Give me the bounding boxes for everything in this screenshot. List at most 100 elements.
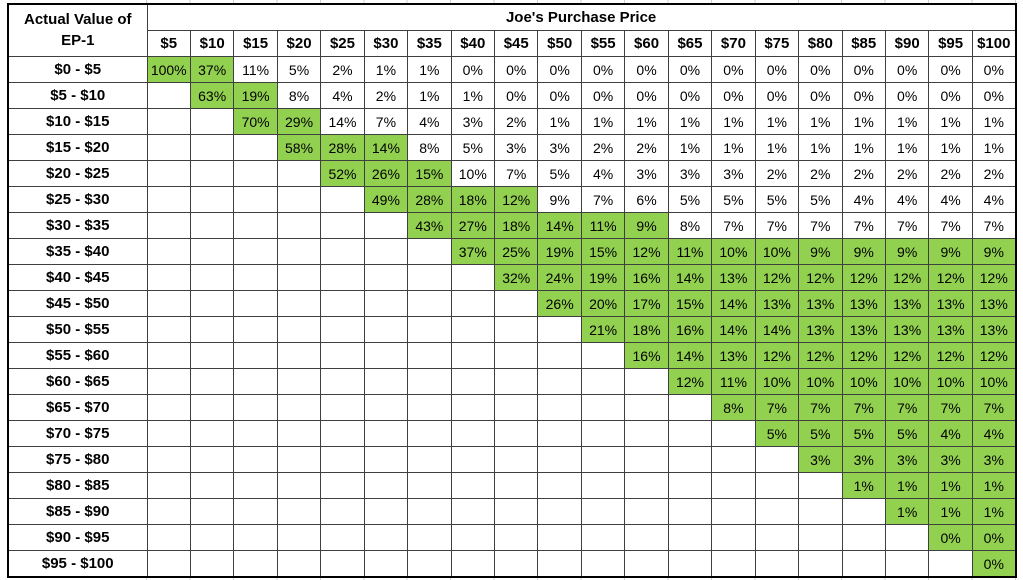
row-header[interactable]: $0 - $5: [7, 56, 148, 83]
probability-cell[interactable]: 100%: [146, 56, 191, 83]
probability-cell[interactable]: 1%: [928, 498, 973, 525]
probability-cell[interactable]: 7%: [884, 394, 930, 421]
empty-cell[interactable]: [798, 498, 843, 525]
row-header[interactable]: $55 - $60: [7, 342, 148, 369]
probability-cell[interactable]: 1%: [798, 108, 843, 135]
row-header[interactable]: $40 - $45: [7, 264, 148, 291]
probability-cell[interactable]: 7%: [363, 108, 409, 135]
probability-cell[interactable]: 18%: [450, 186, 496, 213]
probability-cell[interactable]: 26%: [537, 290, 582, 317]
probability-cell[interactable]: 52%: [320, 160, 365, 187]
empty-cell[interactable]: [580, 394, 626, 421]
probability-cell[interactable]: 3%: [841, 446, 886, 473]
row-header[interactable]: $95 - $100: [7, 550, 148, 578]
probability-cell[interactable]: 9%: [798, 238, 843, 265]
probability-cell[interactable]: 10%: [798, 368, 843, 395]
probability-cell[interactable]: 3%: [667, 160, 713, 187]
probability-cell[interactable]: 5%: [884, 420, 930, 447]
probability-cell[interactable]: 14%: [667, 342, 713, 369]
empty-cell[interactable]: [276, 446, 322, 473]
probability-cell[interactable]: 16%: [624, 342, 669, 369]
probability-cell[interactable]: 7%: [971, 394, 1017, 421]
probability-cell[interactable]: 10%: [928, 368, 973, 395]
empty-cell[interactable]: [407, 446, 452, 473]
probability-cell[interactable]: 0%: [580, 82, 626, 109]
row-header[interactable]: $15 - $20: [7, 134, 148, 161]
empty-cell[interactable]: [363, 550, 409, 578]
probability-cell[interactable]: 58%: [276, 134, 322, 161]
empty-cell[interactable]: [146, 394, 191, 421]
empty-cell[interactable]: [363, 498, 409, 525]
probability-cell[interactable]: 10%: [450, 160, 496, 187]
probability-cell[interactable]: 13%: [884, 290, 930, 317]
probability-cell[interactable]: 37%: [189, 56, 235, 83]
empty-cell[interactable]: [276, 342, 322, 369]
empty-cell[interactable]: [754, 550, 800, 578]
empty-cell[interactable]: [928, 550, 973, 578]
empty-cell[interactable]: [667, 472, 713, 499]
empty-cell[interactable]: [276, 316, 322, 343]
probability-cell[interactable]: 13%: [798, 290, 843, 317]
empty-cell[interactable]: [450, 290, 496, 317]
empty-cell[interactable]: [276, 238, 322, 265]
empty-cell[interactable]: [233, 420, 278, 447]
empty-cell[interactable]: [493, 524, 539, 551]
probability-cell[interactable]: 1%: [841, 134, 886, 161]
empty-cell[interactable]: [537, 420, 582, 447]
empty-cell[interactable]: [276, 394, 322, 421]
probability-cell[interactable]: 13%: [798, 316, 843, 343]
probability-cell[interactable]: 1%: [884, 472, 930, 499]
probability-cell[interactable]: 12%: [754, 342, 800, 369]
empty-cell[interactable]: [363, 316, 409, 343]
empty-cell[interactable]: [754, 524, 800, 551]
empty-cell[interactable]: [276, 472, 322, 499]
probability-cell[interactable]: 1%: [971, 472, 1017, 499]
empty-cell[interactable]: [189, 394, 235, 421]
probability-cell[interactable]: 13%: [971, 290, 1017, 317]
empty-cell[interactable]: [580, 342, 626, 369]
empty-cell[interactable]: [233, 160, 278, 187]
empty-cell[interactable]: [407, 498, 452, 525]
probability-cell[interactable]: 9%: [841, 238, 886, 265]
column-header[interactable]: $15: [233, 30, 278, 57]
empty-cell[interactable]: [493, 342, 539, 369]
probability-cell[interactable]: 1%: [971, 134, 1017, 161]
probability-cell[interactable]: 0%: [450, 56, 496, 83]
probability-cell[interactable]: 2%: [493, 108, 539, 135]
empty-cell[interactable]: [363, 394, 409, 421]
probability-cell[interactable]: 4%: [884, 186, 930, 213]
row-axis-title[interactable]: Actual Value of EP-1: [7, 3, 148, 57]
probability-cell[interactable]: 3%: [711, 160, 756, 187]
empty-cell[interactable]: [320, 290, 365, 317]
empty-cell[interactable]: [146, 264, 191, 291]
empty-cell[interactable]: [537, 550, 582, 578]
empty-cell[interactable]: [363, 420, 409, 447]
empty-cell[interactable]: [146, 498, 191, 525]
empty-cell[interactable]: [233, 498, 278, 525]
probability-cell[interactable]: 12%: [884, 342, 930, 369]
empty-cell[interactable]: [624, 524, 669, 551]
column-header[interactable]: $60: [624, 30, 669, 57]
empty-cell[interactable]: [798, 524, 843, 551]
probability-cell[interactable]: 18%: [493, 212, 539, 239]
empty-cell[interactable]: [363, 264, 409, 291]
column-header[interactable]: $20: [276, 30, 322, 57]
probability-cell[interactable]: 13%: [841, 290, 886, 317]
empty-cell[interactable]: [233, 524, 278, 551]
empty-cell[interactable]: [754, 498, 800, 525]
probability-cell[interactable]: 7%: [798, 212, 843, 239]
empty-cell[interactable]: [407, 316, 452, 343]
column-header[interactable]: $100: [971, 30, 1017, 57]
probability-cell[interactable]: 15%: [580, 238, 626, 265]
probability-cell[interactable]: 4%: [928, 420, 973, 447]
empty-cell[interactable]: [146, 134, 191, 161]
empty-cell[interactable]: [450, 472, 496, 499]
probability-cell[interactable]: 11%: [580, 212, 626, 239]
empty-cell[interactable]: [189, 550, 235, 578]
probability-cell[interactable]: 1%: [407, 56, 452, 83]
probability-cell[interactable]: 4%: [580, 160, 626, 187]
probability-cell[interactable]: 5%: [798, 420, 843, 447]
probability-cell[interactable]: 0%: [971, 82, 1017, 109]
empty-cell[interactable]: [407, 238, 452, 265]
probability-cell[interactable]: 12%: [667, 368, 713, 395]
